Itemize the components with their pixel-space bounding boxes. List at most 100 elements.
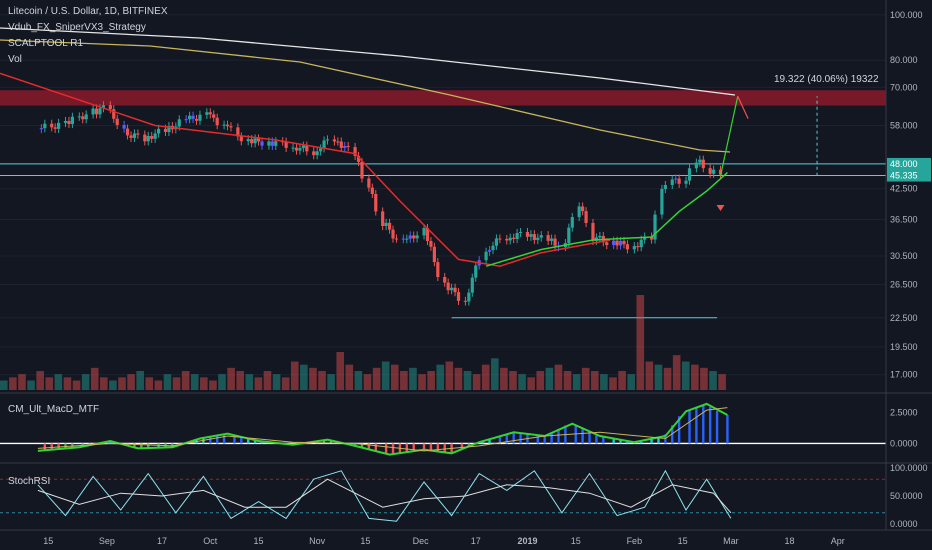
macd-histogram-bar <box>329 440 333 444</box>
indicator-label-vol[interactable]: Vol <box>8 54 22 65</box>
volume-bar <box>491 358 499 390</box>
volume-bar <box>427 371 435 390</box>
volume-bar <box>63 377 72 390</box>
candle-body <box>305 145 309 152</box>
macd-histogram-bar <box>140 443 143 449</box>
candle-body <box>649 236 654 240</box>
volume-bar <box>381 361 390 390</box>
ma-white-line <box>0 27 736 96</box>
candle-body <box>115 118 119 125</box>
macd-histogram-bar <box>715 410 719 444</box>
candle-body <box>584 211 588 223</box>
candle-body <box>674 178 678 180</box>
macd-histogram-bar <box>708 406 712 444</box>
volume-bar <box>591 371 599 390</box>
candle-body <box>618 240 623 246</box>
volume-bar <box>691 364 699 390</box>
candle-body <box>91 108 95 115</box>
price-tick-label: 22.500 <box>890 313 918 323</box>
candle-body <box>225 124 230 127</box>
symbol-title[interactable]: Litecoin / U.S. Dollar, 1D, BITFINEX <box>8 6 168 17</box>
candle-body <box>343 145 347 148</box>
macd-tick-label: 2.5000 <box>890 408 918 418</box>
macd-histogram-bar <box>677 416 681 444</box>
volume-bar <box>463 371 472 390</box>
candle-body <box>515 232 519 239</box>
volume-bar <box>9 377 17 390</box>
candle-body <box>39 128 43 130</box>
candle-body <box>512 237 516 239</box>
time-tick-label: 17 <box>471 536 481 546</box>
candle-body <box>712 169 716 174</box>
time-tick-label: 17 <box>157 536 167 546</box>
candle-body <box>346 145 350 148</box>
volume-bar <box>345 364 354 390</box>
candle-body <box>625 244 630 250</box>
volume-bar <box>109 380 117 390</box>
volume-bar <box>118 377 126 390</box>
macd-histogram-bar <box>384 443 388 454</box>
candle-body <box>339 141 343 148</box>
macd-histogram-bar <box>109 441 112 444</box>
candle-body <box>408 235 412 239</box>
volume-bar <box>527 377 535 390</box>
candle-body <box>332 139 337 142</box>
indicator-label-scalptool[interactable]: SCALPTOOL R1 <box>8 38 84 49</box>
candle-body <box>67 120 71 125</box>
candle-body <box>98 108 102 115</box>
candle-body <box>301 145 305 149</box>
candle-body <box>474 265 478 278</box>
candle-body <box>405 238 409 240</box>
candle-body <box>53 127 57 129</box>
candle-body <box>222 124 226 126</box>
time-axis[interactable]: 15 Sep 17 Oct 15 Nov 15 Dec 17 2019 15 Feb 15 Mar 18 Ap… <box>43 536 844 546</box>
candle-body <box>215 117 219 126</box>
ma-red-line <box>0 72 611 267</box>
candle-body <box>129 135 133 138</box>
indicator-label-sniper[interactable]: Vdub_FX_SniperVX3_Strategy <box>8 22 146 33</box>
volume-bar <box>372 367 381 390</box>
macd-histogram-bar <box>602 437 605 444</box>
volume-bar <box>654 364 663 390</box>
macd-histogram-bar <box>367 443 371 450</box>
candle-body <box>319 148 323 152</box>
candle-body <box>684 180 688 184</box>
macd-histogram-bar <box>133 443 136 448</box>
candle-body <box>660 188 664 215</box>
candle-body <box>491 245 495 251</box>
candle-body <box>101 105 106 109</box>
candle-body <box>208 112 212 115</box>
volume-bar <box>472 374 481 390</box>
macd-pane-label[interactable]: CM_Ult_MacD_MTF <box>8 404 100 415</box>
volume-bar <box>509 371 517 390</box>
candle-body <box>246 139 250 142</box>
candle-body <box>298 148 302 151</box>
candle-body <box>401 238 405 240</box>
macd-histogram-bar <box>253 440 257 444</box>
stochrsi-pane-label[interactable]: StochRSI <box>8 476 51 487</box>
candle-body <box>443 276 447 283</box>
volume-bar <box>572 374 581 390</box>
volume-bar <box>163 374 172 390</box>
macd-histogram-bar <box>505 434 508 444</box>
volume-bar <box>409 367 417 390</box>
candle-body <box>463 300 468 302</box>
volume-bar <box>663 367 672 390</box>
volume-bar <box>190 374 199 390</box>
volume-bar <box>245 374 254 390</box>
candle-body <box>212 114 216 118</box>
time-tick-label: Apr <box>831 536 845 546</box>
candle-body <box>453 287 457 293</box>
volume-bar <box>536 371 545 390</box>
candle-body <box>188 115 192 120</box>
time-tick-label: 18 <box>784 536 794 546</box>
candle-body <box>163 128 168 132</box>
candle-body <box>553 238 557 246</box>
macd-histogram-bar <box>171 443 174 447</box>
candle-body <box>525 231 530 237</box>
macd-histogram-bar <box>147 443 150 448</box>
volume-bar <box>290 361 299 390</box>
macd-histogram-bar <box>429 443 433 451</box>
macd-histogram-bar <box>353 443 357 447</box>
